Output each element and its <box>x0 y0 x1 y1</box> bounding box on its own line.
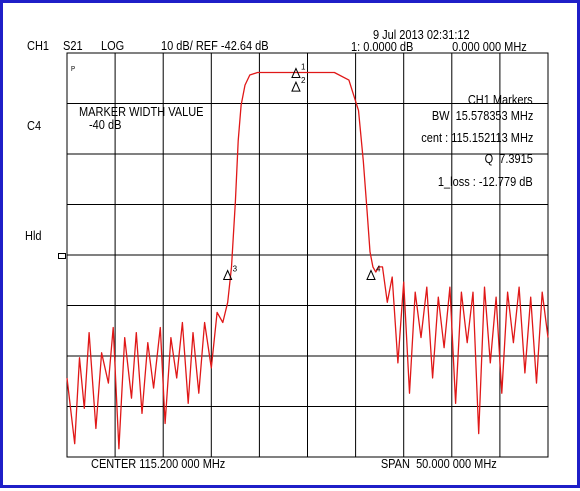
marker-label: 1 <box>301 62 306 71</box>
marker-triangle <box>291 80 301 92</box>
datetime-label: 9 Jul 2013 02:31:12 <box>373 28 470 42</box>
marker-frequency: 0.000 000 MHz <box>452 40 527 54</box>
marker-width-title: MARKER WIDTH VALUE <box>79 105 204 119</box>
marker-label: 4 <box>376 264 381 273</box>
format-label: LOG <box>101 39 125 53</box>
trace-plot: 1 2 3 4 <box>66 52 549 458</box>
center-frequency: CENTER 115.200 000 MHz <box>91 457 226 471</box>
marker-q: Q 7.3915 <box>484 152 533 166</box>
marker-triangle <box>366 269 376 280</box>
hold-indicator: Hld <box>25 229 42 243</box>
scale-ref-label: 10 dB/ REF -42.64 dB <box>161 39 269 53</box>
marker-label: 3 <box>233 264 238 273</box>
markers-panel-title: CH1 Markers <box>468 93 533 107</box>
marker-bandwidth: BW 15.578353 MHz <box>431 109 533 123</box>
span-frequency: SPAN 50.000 000 MHz <box>381 457 497 471</box>
marker-label: 2 <box>301 76 306 85</box>
marker-insertion-loss: 1_loss : -12.779 dB <box>438 175 533 189</box>
marker-width-value: -40 dB <box>89 118 122 132</box>
parameter-label: S21 <box>63 39 83 53</box>
trace-line <box>66 71 549 450</box>
marker-triangle <box>222 269 233 280</box>
small-indicator: P <box>71 66 76 73</box>
correction-indicator: C4 <box>27 119 42 133</box>
marker-center: cent : 115.152113 MHz <box>420 131 533 145</box>
channel-label: CH1 <box>27 39 50 53</box>
marker-triangle <box>291 67 301 78</box>
marker-readout: 1: 0.0000 dB <box>351 40 414 54</box>
reference-level-pointer <box>58 253 66 259</box>
